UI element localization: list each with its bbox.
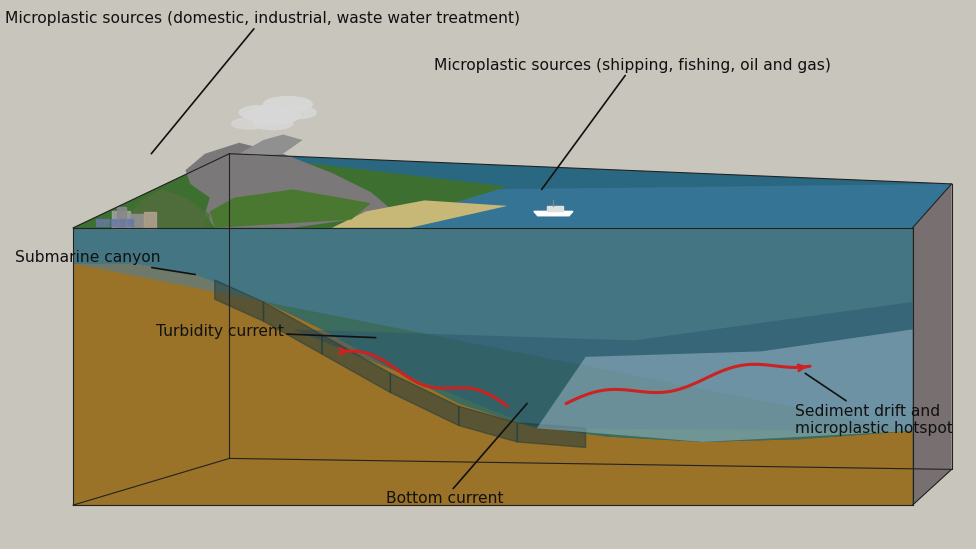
Polygon shape bbox=[73, 154, 229, 505]
Polygon shape bbox=[127, 221, 133, 223]
Text: Turbidity current: Turbidity current bbox=[156, 324, 376, 339]
Polygon shape bbox=[73, 264, 913, 505]
Polygon shape bbox=[351, 184, 952, 228]
Polygon shape bbox=[73, 154, 488, 228]
Polygon shape bbox=[517, 423, 586, 447]
Polygon shape bbox=[111, 219, 117, 221]
Text: Bottom current: Bottom current bbox=[386, 404, 527, 506]
Polygon shape bbox=[534, 211, 573, 216]
Polygon shape bbox=[119, 221, 125, 223]
Ellipse shape bbox=[231, 118, 266, 129]
Polygon shape bbox=[112, 211, 130, 228]
Polygon shape bbox=[390, 373, 459, 425]
Polygon shape bbox=[537, 329, 913, 442]
Polygon shape bbox=[73, 458, 952, 505]
Polygon shape bbox=[210, 189, 371, 228]
Polygon shape bbox=[130, 214, 143, 228]
Polygon shape bbox=[103, 219, 109, 221]
Polygon shape bbox=[103, 224, 109, 226]
Text: Microplastic sources (shipping, fishing, oil and gas): Microplastic sources (shipping, fishing,… bbox=[434, 58, 832, 189]
Ellipse shape bbox=[279, 107, 316, 119]
Polygon shape bbox=[239, 135, 303, 156]
Polygon shape bbox=[73, 228, 913, 431]
Polygon shape bbox=[103, 221, 109, 223]
Polygon shape bbox=[96, 219, 102, 221]
Polygon shape bbox=[127, 224, 133, 226]
Polygon shape bbox=[144, 212, 156, 228]
Polygon shape bbox=[73, 154, 952, 228]
Text: Sediment drift and
microplastic hotspot: Sediment drift and microplastic hotspot bbox=[795, 373, 954, 436]
Polygon shape bbox=[913, 184, 952, 505]
Polygon shape bbox=[96, 221, 102, 223]
Polygon shape bbox=[332, 200, 508, 228]
Text: Submarine canyon: Submarine canyon bbox=[15, 250, 195, 274]
Polygon shape bbox=[459, 406, 517, 442]
Polygon shape bbox=[119, 219, 125, 221]
Polygon shape bbox=[547, 206, 563, 211]
Ellipse shape bbox=[254, 117, 293, 130]
Polygon shape bbox=[117, 207, 126, 228]
Polygon shape bbox=[293, 302, 913, 431]
Polygon shape bbox=[111, 221, 117, 223]
Ellipse shape bbox=[239, 105, 278, 119]
Polygon shape bbox=[215, 280, 264, 321]
Polygon shape bbox=[119, 224, 125, 226]
Polygon shape bbox=[73, 228, 913, 505]
Polygon shape bbox=[127, 219, 133, 221]
Polygon shape bbox=[322, 335, 390, 393]
Polygon shape bbox=[96, 224, 102, 226]
Polygon shape bbox=[185, 143, 390, 228]
Polygon shape bbox=[264, 302, 322, 354]
Ellipse shape bbox=[247, 107, 301, 124]
Polygon shape bbox=[73, 154, 508, 228]
Text: Microplastic sources (domestic, industrial, waste water treatment): Microplastic sources (domestic, industri… bbox=[5, 11, 520, 154]
Polygon shape bbox=[73, 228, 913, 442]
Polygon shape bbox=[132, 189, 205, 228]
Polygon shape bbox=[111, 224, 117, 226]
Ellipse shape bbox=[264, 97, 312, 112]
Polygon shape bbox=[132, 189, 210, 228]
